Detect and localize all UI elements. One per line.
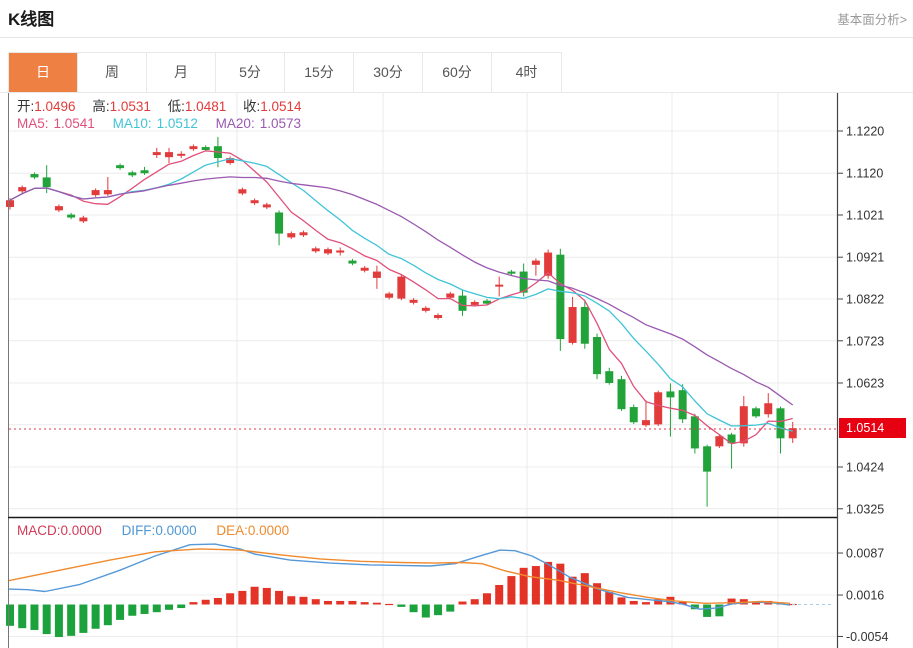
svg-text:1.0424: 1.0424 <box>846 460 884 474</box>
tab-4hour[interactable]: 4时 <box>492 53 561 92</box>
tab-5min[interactable]: 5分 <box>216 53 285 92</box>
tabbar-baseline <box>0 92 913 93</box>
tab-week[interactable]: 周 <box>78 53 147 92</box>
svg-text:-0.0054: -0.0054 <box>846 630 888 644</box>
tab-day[interactable]: 日 <box>9 53 78 92</box>
tab-30min[interactable]: 30分 <box>354 53 423 92</box>
tab-15min[interactable]: 15分 <box>285 53 354 92</box>
period-tabbar: 日 周 月 5分 15分 30分 60分 4时 <box>8 52 562 93</box>
svg-text:0.0016: 0.0016 <box>846 589 884 603</box>
svg-text:1.0623: 1.0623 <box>846 376 884 390</box>
fundamental-analysis-link[interactable]: 基本面分析> <box>837 13 907 27</box>
svg-text:1.1220: 1.1220 <box>846 125 884 139</box>
tab-60min[interactable]: 60分 <box>423 53 492 92</box>
svg-text:1.0325: 1.0325 <box>846 502 884 516</box>
svg-text:1.1021: 1.1021 <box>846 208 884 222</box>
tab-month[interactable]: 月 <box>147 53 216 92</box>
svg-text:1.0723: 1.0723 <box>846 334 884 348</box>
svg-text:0.0087: 0.0087 <box>846 547 884 561</box>
title-divider <box>0 37 913 38</box>
page-title: K线图 <box>8 10 55 29</box>
kline-chart-canvas[interactable]: 1.1220 1.1120 1.1021 1.0921 1.0822 1.0723 1.06… <box>0 93 913 648</box>
svg-text:1.0921: 1.0921 <box>846 251 884 265</box>
current-price-badge: 1.0514 <box>839 418 906 438</box>
svg-text:1.0822: 1.0822 <box>846 292 884 306</box>
svg-text:1.1120: 1.1120 <box>846 167 883 181</box>
